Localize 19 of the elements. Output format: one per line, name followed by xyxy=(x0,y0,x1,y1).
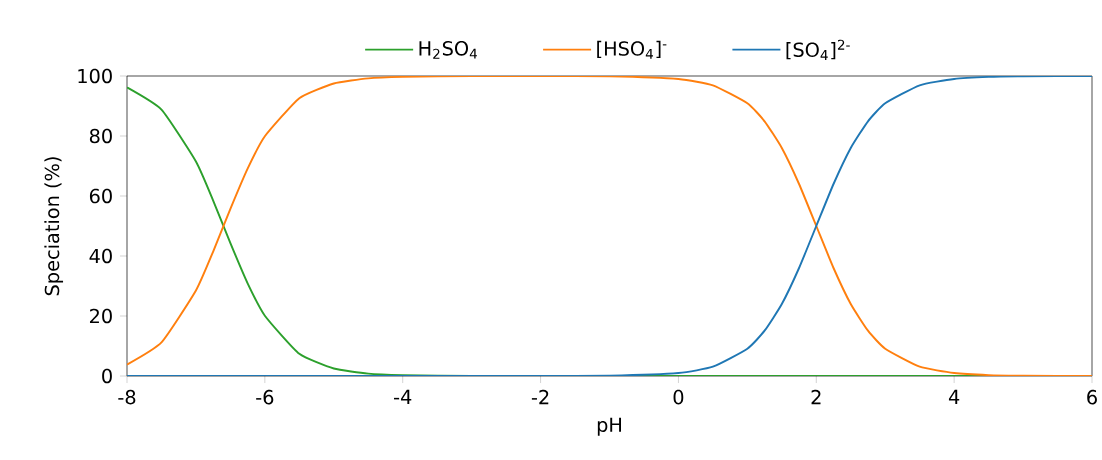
y-axis-title: Speciation (%) xyxy=(44,157,64,296)
legend-label: [HSO$_{4}$]$^{-}$ xyxy=(597,40,667,59)
y-tick-label: 60 xyxy=(89,188,112,204)
x-axis-title: pH xyxy=(597,417,621,436)
y-tick-label: 0 xyxy=(102,368,112,384)
x-tick-label: 4 xyxy=(948,389,960,404)
y-tick-label: 40 xyxy=(89,248,112,264)
y-tick-label: 80 xyxy=(89,128,112,144)
x-tick-label: -6 xyxy=(256,389,274,405)
y-tick-label: 100 xyxy=(78,68,112,84)
legend-label: H$_{2}$SO$_{4}$ xyxy=(419,41,477,59)
legend-label: [SO$_{4}$]$^{2-}$ xyxy=(786,39,850,60)
x-tick-label: 6 xyxy=(1087,389,1097,405)
x-tick-label: 0 xyxy=(673,389,684,405)
x-tick-label: 2 xyxy=(811,389,821,405)
x-tick-label: -2 xyxy=(531,389,549,405)
x-tick-label: -4 xyxy=(394,389,412,404)
y-tick-label: 20 xyxy=(89,308,112,324)
x-tick-label: -8 xyxy=(118,389,136,405)
